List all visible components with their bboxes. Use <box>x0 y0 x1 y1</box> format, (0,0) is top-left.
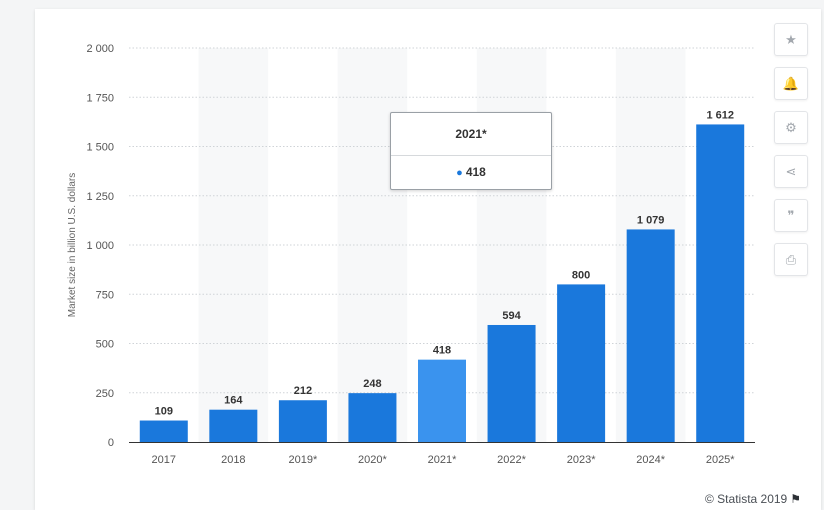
gear-icon: ⚙ <box>785 119 797 135</box>
chart-card: 0 250 500 750 1 000 1 250 1 500 1 750 2 000 109 20… <box>35 9 821 510</box>
bar <box>487 324 536 442</box>
x-tick-label: 2019* <box>289 454 318 466</box>
x-tick-label: 2020* <box>358 454 387 466</box>
column-band <box>198 48 269 442</box>
bar <box>557 284 606 442</box>
notification-button[interactable]: 🔔 <box>774 67 808 100</box>
y-tick-label: 1 250 <box>86 191 114 203</box>
tooltip-title: 2021* <box>391 113 551 156</box>
bar-value-label: 594 <box>502 310 521 322</box>
share-button[interactable]: ⋖ <box>774 155 808 188</box>
y-tick-label: 2 000 <box>86 43 114 55</box>
x-tick-label: 2025* <box>706 454 735 466</box>
y-tick-label: 1 750 <box>86 92 114 104</box>
credit-text: © Statista 2019 <box>705 492 788 506</box>
share-icon: ⋖ <box>785 163 797 179</box>
y-axis-title: Market size in billion U.S. dollars <box>67 173 78 318</box>
quote-icon: ❞ <box>787 207 795 223</box>
bar-value-label: 248 <box>363 378 381 390</box>
tooltip-series-dot-icon: ● <box>456 167 463 179</box>
star-icon: ★ <box>785 31 797 47</box>
y-tick-label: 1 000 <box>86 240 114 252</box>
cite-button[interactable]: ❞ <box>774 199 808 232</box>
x-tick-label: 2024* <box>636 454 665 466</box>
y-tick-label: 1 500 <box>86 142 114 154</box>
x-tick-label: 2017 <box>152 454 176 466</box>
bar <box>278 400 327 442</box>
bar-value-label: 1 612 <box>706 109 734 121</box>
bar <box>348 393 397 442</box>
x-tick-label: 2021* <box>428 454 457 466</box>
y-tick-label: 500 <box>96 339 114 351</box>
bar <box>209 409 258 442</box>
favorite-button[interactable]: ★ <box>774 23 808 56</box>
bar <box>418 359 466 442</box>
y-tick-label: 250 <box>96 388 114 400</box>
x-tick-label: 2023* <box>567 454 596 466</box>
bar <box>696 124 745 442</box>
bar-value-label: 418 <box>433 345 451 357</box>
bar-value-label: 164 <box>224 395 243 407</box>
print-button[interactable]: ⎙ <box>774 243 808 276</box>
print-icon: ⎙ <box>785 251 797 267</box>
chart-toolbar: ★ 🔔 ⚙ ⋖ ❞ ⎙ <box>774 23 808 287</box>
statista-credit[interactable]: © Statista 2019 ⚑ <box>705 492 801 506</box>
bar-value-label: 1 079 <box>637 214 665 226</box>
flag-icon: ⚑ <box>790 492 801 506</box>
bar-value-label: 800 <box>572 269 590 281</box>
y-tick-label: 0 <box>108 437 114 449</box>
x-tick-label: 2018 <box>221 454 245 466</box>
bell-icon: 🔔 <box>782 75 800 91</box>
y-tick-label: 750 <box>96 289 114 301</box>
bar-value-label: 212 <box>294 385 312 397</box>
bar <box>139 420 188 442</box>
bar-chart: 0 250 500 750 1 000 1 250 1 500 1 750 2 000 109 20… <box>67 43 755 466</box>
chart-tooltip: 2021* ● 418 <box>390 112 552 190</box>
settings-button[interactable]: ⚙ <box>774 111 808 144</box>
bar-value-label: 109 <box>155 406 173 418</box>
tooltip-value-row: ● 418 <box>391 156 551 189</box>
tooltip-value: 418 <box>465 165 486 179</box>
bar <box>626 229 675 442</box>
x-tick-label: 2022* <box>497 454 526 466</box>
